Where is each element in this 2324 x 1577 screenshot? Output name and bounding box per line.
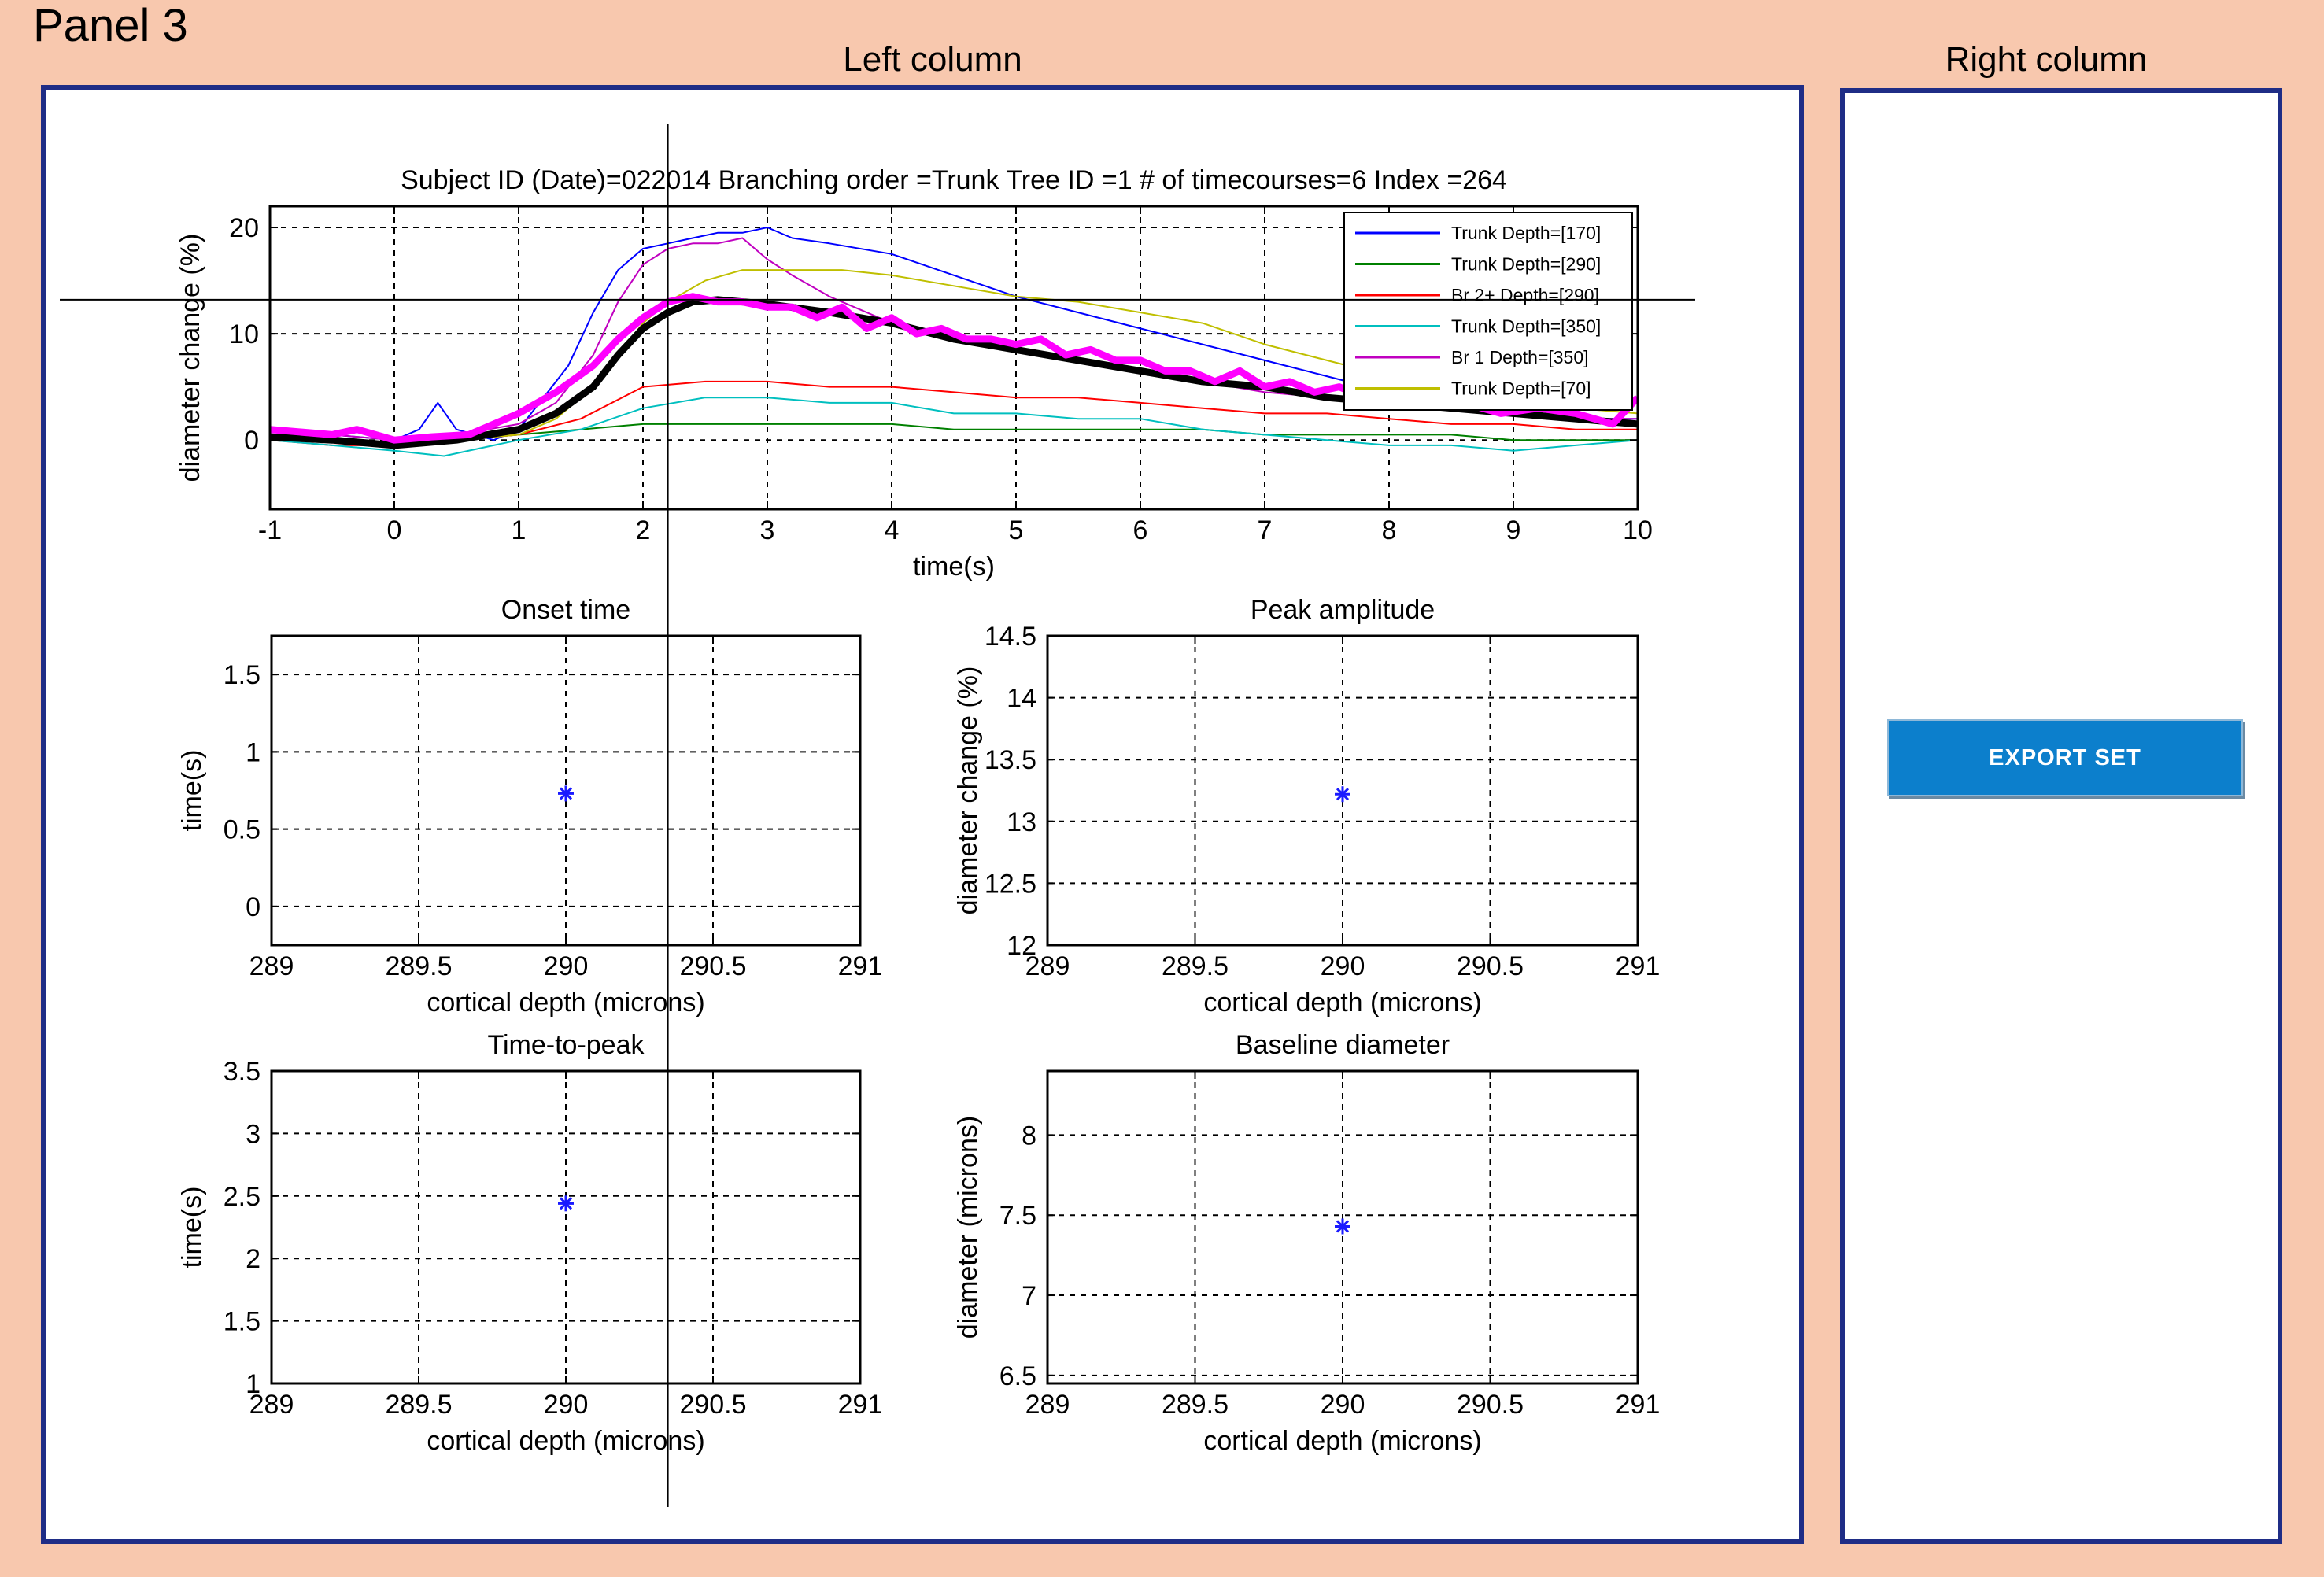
y-tick-label: 7.5 bbox=[999, 1201, 1036, 1231]
y-tick-label: 1 bbox=[246, 1369, 260, 1399]
x-tick-label: -1 bbox=[258, 515, 282, 545]
y-tick-label: 14 bbox=[1007, 684, 1036, 714]
x-tick-label: 290 bbox=[544, 1390, 589, 1420]
x-tick-label: 290 bbox=[1321, 1390, 1365, 1420]
x-tick-label: 289 bbox=[249, 951, 294, 981]
x-tick-label: 289 bbox=[1025, 1390, 1070, 1420]
y-tick-label: 2.5 bbox=[224, 1182, 260, 1212]
y-axis-label: diameter change (%) bbox=[953, 667, 983, 915]
legend-label: Trunk Depth=[170] bbox=[1451, 223, 1601, 243]
marker-stroke bbox=[559, 787, 573, 800]
x-tick-label: 3 bbox=[760, 515, 775, 545]
right-column-frame bbox=[1840, 88, 2282, 1544]
y-tick-label: 13.5 bbox=[985, 745, 1036, 775]
x-axis-label: cortical depth (microns) bbox=[1203, 1426, 1481, 1456]
x-tick-label: 290.5 bbox=[1457, 951, 1524, 981]
left-column-label: Left column bbox=[843, 40, 1022, 79]
x-tick-label: 290.5 bbox=[679, 951, 746, 981]
y-tick-label: 0.5 bbox=[224, 815, 260, 845]
y-tick-label: 3 bbox=[246, 1119, 260, 1149]
x-tick-label: 1 bbox=[512, 515, 527, 545]
x-axis-label: cortical depth (microns) bbox=[427, 1426, 704, 1456]
y-tick-label: 20 bbox=[229, 213, 259, 243]
chart-title: Onset time bbox=[501, 595, 630, 625]
x-tick-label: 6 bbox=[1133, 515, 1148, 545]
legend-label: Trunk Depth=[290] bbox=[1451, 254, 1601, 275]
x-tick-label: 290.5 bbox=[679, 1390, 746, 1420]
chart-onset: 289 289.5 290 290.5 291 0 0.5 1 1.5 Onset time cor… bbox=[177, 595, 882, 1017]
x-tick-label: 289.5 bbox=[1162, 1390, 1229, 1420]
legend-label: Trunk Depth=[70] bbox=[1451, 379, 1591, 399]
x-tick-label: 290 bbox=[1321, 951, 1365, 981]
data-point bbox=[1335, 786, 1350, 803]
x-tick-label: 9 bbox=[1506, 515, 1521, 545]
x-tick-label: 4 bbox=[885, 515, 900, 545]
x-tick-label: 2 bbox=[636, 515, 651, 545]
axes-box bbox=[268, 205, 1639, 511]
y-tick-label: 7 bbox=[1022, 1281, 1036, 1311]
x-tick-label: 291 bbox=[838, 1390, 883, 1420]
marker-stroke bbox=[1336, 1220, 1350, 1233]
x-tick-label: 289.5 bbox=[385, 1390, 452, 1420]
x-axis-label: cortical depth (microns) bbox=[427, 988, 704, 1017]
chart-peak: 289 289.5 290 290.5 291 12 12.5 13 13.5 14 14.5 Pea… bbox=[953, 595, 1660, 1017]
data-point bbox=[558, 1195, 574, 1212]
y-tick-label: 3.5 bbox=[224, 1057, 260, 1087]
x-tick-label: 0 bbox=[387, 515, 402, 545]
y-tick-label: 6.5 bbox=[999, 1361, 1036, 1391]
y-axis-label: time(s) bbox=[177, 1187, 207, 1269]
x-axis-label: cortical depth (microns) bbox=[1203, 988, 1481, 1017]
x-tick-label: 5 bbox=[1009, 515, 1024, 545]
x-axis-label: time(s) bbox=[913, 552, 995, 582]
x-tick-label: 290 bbox=[544, 951, 589, 981]
marker-stroke bbox=[559, 1197, 573, 1210]
chart-title: Baseline diameter bbox=[1236, 1030, 1450, 1060]
y-tick-label: 1 bbox=[246, 737, 260, 767]
x-tick-label: 289.5 bbox=[385, 951, 452, 981]
marker-stroke bbox=[1336, 788, 1350, 801]
chart-baseline: 289 289.5 290 290.5 291 6.5 7 7.5 8 Baseline diam… bbox=[953, 1030, 1660, 1456]
y-tick-label: 0 bbox=[246, 892, 260, 922]
legend-label: Trunk Depth=[350] bbox=[1451, 316, 1601, 337]
y-tick-label: 14.5 bbox=[985, 622, 1036, 652]
x-tick-label: 290.5 bbox=[1457, 1390, 1524, 1420]
y-axis-label: diameter change (%) bbox=[176, 234, 205, 482]
x-tick-label: 7 bbox=[1258, 515, 1273, 545]
chart-timecourse: -1 0 1 2 3 4 5 6 7 8 9 10 0 10 20 Subject ID (Date)=022… bbox=[176, 165, 1653, 582]
y-axis-label: time(s) bbox=[177, 750, 207, 832]
x-tick-label: 291 bbox=[1616, 1390, 1661, 1420]
y-tick-label: 12.5 bbox=[985, 869, 1036, 899]
data-point bbox=[558, 785, 574, 802]
y-tick-label: 2 bbox=[246, 1244, 260, 1274]
chart-ttp: 289 289.5 290 290.5 291 1 1.5 2 2.5 3 3.5 Time-to-p… bbox=[177, 1030, 882, 1456]
series-trunk-depth-350- bbox=[270, 397, 1638, 457]
legend: Trunk Depth=[170] Trunk Depth=[290] Br 2+ … bbox=[1343, 212, 1633, 411]
legend-label: Br 1 Depth=[350] bbox=[1451, 347, 1589, 367]
y-tick-label: 12 bbox=[1007, 931, 1036, 961]
y-tick-label: 0 bbox=[244, 426, 259, 456]
legend-label: Br 2+ Depth=[290] bbox=[1451, 285, 1599, 305]
x-tick-label: 289 bbox=[249, 1390, 294, 1420]
x-tick-label: 289.5 bbox=[1162, 951, 1229, 981]
y-tick-label: 13 bbox=[1007, 807, 1036, 837]
legend-box bbox=[1343, 212, 1633, 411]
x-tick-label: 8 bbox=[1382, 515, 1397, 545]
x-tick-label: 10 bbox=[1623, 515, 1653, 545]
chart-title: Subject ID (Date)=022014 Branching order… bbox=[401, 165, 1507, 195]
y-axis-label: diameter (microns) bbox=[953, 1116, 983, 1339]
y-tick-label: 8 bbox=[1022, 1121, 1036, 1150]
chart-title: Peak amplitude bbox=[1251, 595, 1435, 625]
export-set-button[interactable]: EXPORT SET bbox=[1887, 719, 2243, 796]
y-tick-label: 1.5 bbox=[224, 1307, 260, 1337]
x-tick-label: 289 bbox=[1025, 951, 1070, 981]
x-tick-label: 291 bbox=[1616, 951, 1661, 981]
panel-title: Panel 3 bbox=[33, 0, 188, 51]
y-tick-label: 10 bbox=[229, 319, 259, 349]
right-column-label: Right column bbox=[1945, 40, 2148, 79]
chart-title: Time-to-peak bbox=[487, 1030, 645, 1060]
y-tick-label: 1.5 bbox=[224, 660, 260, 690]
data-point bbox=[1335, 1218, 1350, 1235]
x-tick-label: 291 bbox=[838, 951, 883, 981]
